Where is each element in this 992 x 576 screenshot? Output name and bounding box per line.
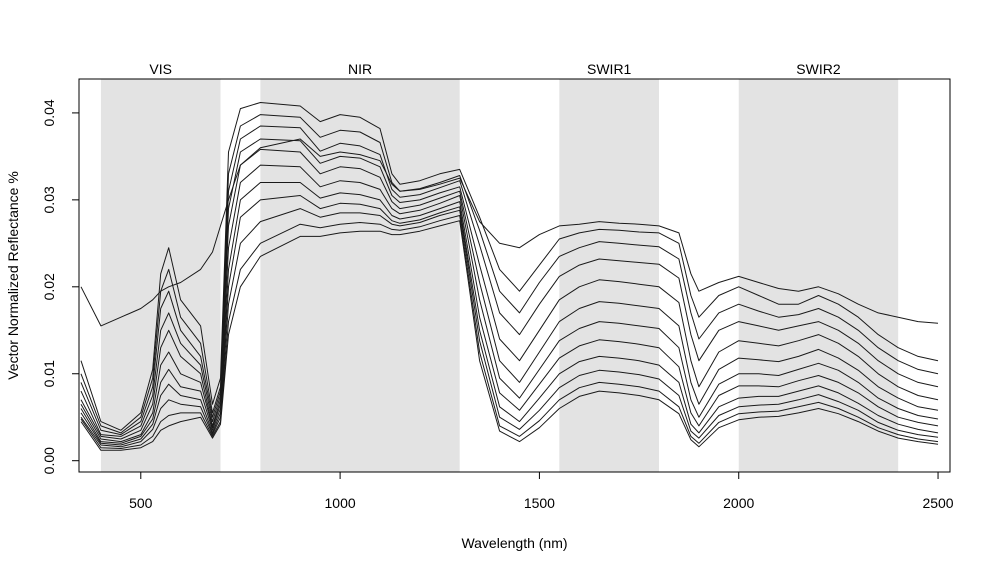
x-tick-label: 1500	[524, 495, 555, 511]
series-line-7	[80, 182, 939, 444]
series-line-9	[80, 208, 939, 448]
y-axis-label: Vector Normalized Reflectance %	[5, 171, 21, 380]
y-tick-label: 0.00	[41, 447, 57, 474]
x-tick-label: 2000	[723, 495, 754, 511]
reflectance-series	[80, 102, 939, 451]
band-label-nir: NIR	[348, 61, 372, 77]
x-tick-label: 500	[129, 495, 153, 511]
band-swir2	[738, 79, 899, 472]
series-line-12	[80, 138, 939, 327]
series-line-10	[80, 215, 939, 449]
band-swir1	[559, 79, 660, 472]
series-line-1	[80, 102, 939, 431]
series-line-8	[80, 195, 939, 446]
series-line-5	[80, 148, 939, 440]
y-tick-label: 0.02	[41, 273, 57, 300]
y-tick-label: 0.04	[41, 99, 57, 126]
y-tick-label: 0.03	[41, 186, 57, 213]
series-line-6	[80, 164, 939, 443]
band-label-swir2: SWIR2	[796, 61, 841, 77]
x-axis: 500 1000 1500 2000 2500	[129, 471, 954, 511]
series-line-2	[80, 114, 939, 434]
y-axis: 0.00 0.01 0.02 0.03 0.04	[41, 99, 80, 474]
series-line-4	[80, 138, 939, 437]
spectral-bands: VIS NIR SWIR1 SWIR2	[100, 61, 899, 472]
band-label-vis: VIS	[149, 61, 172, 77]
band-label-swir1: SWIR1	[587, 61, 632, 77]
y-tick-label: 0.01	[41, 360, 57, 387]
x-tick-label: 2500	[922, 495, 953, 511]
x-tick-label: 1000	[325, 495, 356, 511]
series-line-11	[80, 220, 939, 451]
x-axis-label: Wavelength (nm)	[461, 535, 567, 551]
series-line-3	[80, 125, 939, 436]
band-nir	[260, 79, 460, 472]
